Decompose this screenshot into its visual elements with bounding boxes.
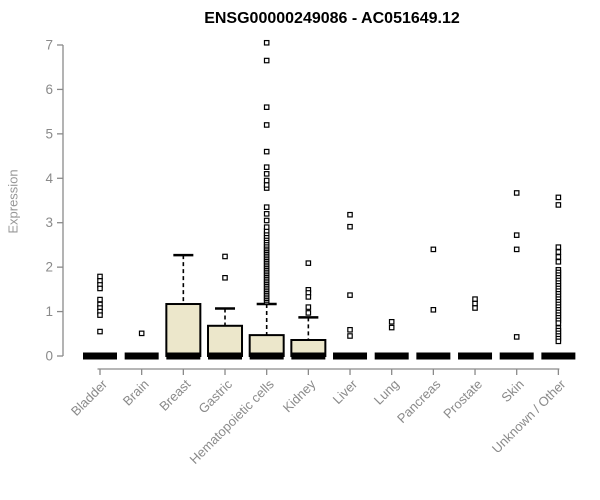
outlier-point <box>222 275 228 281</box>
outlier-point <box>97 296 103 303</box>
outlier-point <box>263 182 270 188</box>
outlier-point <box>263 211 270 217</box>
outlier-point <box>555 320 562 326</box>
outlier-point <box>263 104 270 110</box>
y-tick-label: 2 <box>45 260 53 275</box>
outlier-point <box>555 202 562 208</box>
box <box>207 324 244 357</box>
outlier-point <box>430 246 437 253</box>
x-tick-label: Skin <box>498 377 526 405</box>
median-bar <box>416 352 451 360</box>
median-bar <box>541 352 576 360</box>
outlier-point <box>513 246 520 253</box>
outlier-point <box>347 292 353 298</box>
outlier-point <box>263 217 270 224</box>
outlier-point <box>222 253 228 260</box>
outlier-point <box>263 224 270 230</box>
outlier-point <box>472 296 478 302</box>
outlier-point <box>305 294 312 300</box>
chart-title: ENSG00000249086 - AC051649.12 <box>204 10 460 27</box>
outlier-point <box>138 330 145 337</box>
median-bar <box>291 352 326 360</box>
outlier-point <box>305 304 312 310</box>
median-bar <box>249 352 284 360</box>
outlier-point <box>472 300 478 307</box>
x-tick-label: Lung <box>371 377 402 408</box>
outlier-point <box>513 232 520 238</box>
y-tick-label: 3 <box>45 215 53 230</box>
outlier-point <box>555 259 562 265</box>
outlier-point <box>513 190 520 196</box>
x-tick-label: Bladder <box>68 376 111 419</box>
box <box>165 303 202 358</box>
outlier-point <box>555 338 562 345</box>
outlier-point <box>97 285 103 292</box>
median-bar <box>208 352 243 360</box>
outlier-point <box>388 324 395 331</box>
outlier-point <box>388 318 395 325</box>
x-tick-label: Liver <box>330 376 361 407</box>
outlier-point <box>263 164 270 170</box>
outlier-point <box>263 39 270 46</box>
median-bar <box>83 352 117 360</box>
median-bar <box>458 352 493 360</box>
x-tick-label: Unknown / Other <box>489 376 569 456</box>
outlier-point <box>305 260 312 266</box>
outlier-point <box>347 223 353 230</box>
outlier-point <box>430 306 437 313</box>
outlier-point <box>347 326 353 333</box>
x-tick-label: Prostate <box>440 377 485 422</box>
y-tick-label: 6 <box>45 82 53 97</box>
x-tick-label: Gastric <box>195 376 235 416</box>
outlier-point <box>513 334 520 340</box>
x-tick-label: Breast <box>156 376 193 413</box>
outlier-point <box>263 122 270 128</box>
outlier-point <box>97 312 103 318</box>
y-tick-label: 5 <box>45 126 53 141</box>
x-tick-label: Pancreas <box>394 376 444 426</box>
y-tick-label: 7 <box>45 37 53 52</box>
outlier-point <box>555 194 562 201</box>
outlier-point <box>263 204 270 210</box>
outlier-point <box>263 171 270 177</box>
median-bar <box>166 352 201 360</box>
outlier-point <box>347 211 353 218</box>
x-tick-label: Brain <box>120 377 152 409</box>
y-axis-title: Expression <box>5 169 21 234</box>
outlier-point <box>555 244 562 250</box>
outlier-point <box>347 333 353 339</box>
y-tick-label: 1 <box>45 304 53 319</box>
outlier-point <box>555 249 562 255</box>
median-bar <box>499 352 534 360</box>
y-tick-label: 4 <box>45 171 53 186</box>
outlier-point <box>263 148 270 155</box>
median-bar <box>333 352 368 360</box>
outlier-point <box>263 57 270 64</box>
x-tick-label: Kidney <box>280 376 319 415</box>
outlier-point <box>263 177 270 184</box>
median-bar <box>124 352 159 360</box>
outlier-point <box>472 305 478 311</box>
y-tick-label: 0 <box>45 349 53 364</box>
outlier-point <box>97 328 103 335</box>
median-bar <box>374 352 409 360</box>
outlier-point <box>555 254 562 260</box>
outlier-point <box>97 273 103 280</box>
outlier-point <box>305 310 312 316</box>
